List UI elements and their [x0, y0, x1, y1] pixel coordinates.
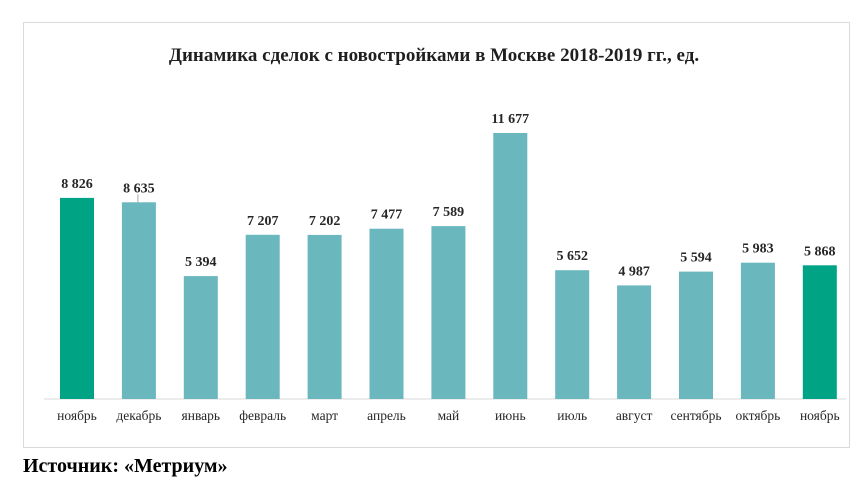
bar-6 [431, 226, 466, 399]
bar-0 [60, 197, 94, 399]
bar-12 [802, 265, 837, 399]
category-label-0: ноябрь [57, 408, 97, 423]
value-label-12: 5 868 [804, 244, 836, 259]
value-label-10: 5 594 [680, 251, 712, 266]
value-label-3: 7 207 [247, 214, 279, 229]
bar-9 [617, 285, 652, 399]
category-label-9: август [616, 408, 653, 423]
source-note: Источник: «Метриум» [23, 455, 228, 477]
bar-2 [183, 276, 218, 399]
category-label-11: октябрь [735, 408, 780, 423]
category-label-4: март [311, 408, 338, 423]
value-label-8: 5 652 [556, 249, 588, 264]
chart-title: Динамика сделок с новостройками в Москве… [168, 45, 700, 66]
bar-11 [740, 262, 775, 399]
value-label-5: 7 477 [371, 208, 403, 223]
category-label-2: январь [182, 408, 221, 423]
value-label-11: 5 983 [742, 242, 774, 257]
value-label-4: 7 202 [309, 214, 341, 229]
category-label-7: июнь [495, 408, 526, 423]
category-label-6: май [438, 408, 460, 423]
bar-5 [369, 228, 404, 399]
bar-1 [121, 202, 156, 399]
value-label-0: 8 826 [61, 177, 93, 192]
category-label-3: февраль [239, 408, 286, 423]
value-label-7: 11 677 [491, 112, 529, 127]
value-label-6: 7 589 [433, 205, 465, 220]
category-label-5: апрель [367, 408, 406, 423]
bar-3 [245, 234, 280, 399]
bar-7 [493, 133, 528, 399]
value-label-1: 8 635 [123, 181, 155, 196]
bar-8 [555, 270, 590, 399]
bar-10 [679, 271, 713, 399]
category-label-10: сентябрь [670, 408, 721, 423]
bar-4 [307, 234, 342, 399]
value-label-2: 5 394 [185, 255, 217, 270]
category-label-1: декабрь [116, 408, 161, 423]
value-label-9: 4 987 [618, 264, 650, 279]
category-label-12: ноябрь [800, 408, 840, 423]
category-label-8: июль [557, 408, 587, 423]
